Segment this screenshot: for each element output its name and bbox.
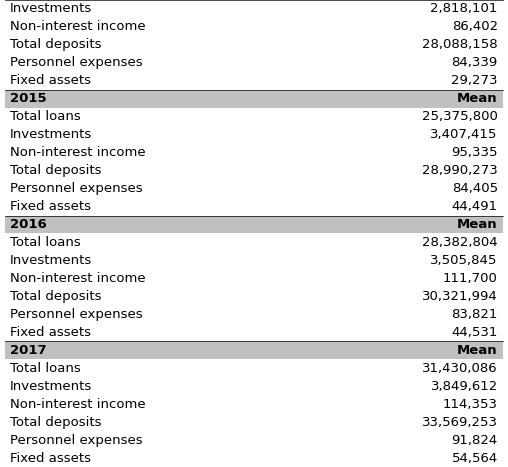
Text: 31,430,086: 31,430,086 [422,362,498,375]
FancyBboxPatch shape [5,18,503,36]
Text: 84,405: 84,405 [452,182,498,195]
Text: 83,821: 83,821 [452,308,498,321]
Text: Non-interest income: Non-interest income [10,272,146,285]
Text: Personnel expenses: Personnel expenses [10,57,143,70]
Text: Personnel expenses: Personnel expenses [10,433,143,446]
FancyBboxPatch shape [5,413,503,431]
FancyBboxPatch shape [5,36,503,54]
FancyBboxPatch shape [5,251,503,269]
Text: Non-interest income: Non-interest income [10,146,146,159]
Text: Fixed assets: Fixed assets [10,200,91,213]
FancyBboxPatch shape [5,341,503,359]
FancyBboxPatch shape [5,359,503,377]
Text: Non-interest income: Non-interest income [10,397,146,410]
FancyBboxPatch shape [5,216,503,234]
Text: 28,990,273: 28,990,273 [422,164,498,177]
Text: 29,273: 29,273 [451,74,498,87]
Text: 30,321,994: 30,321,994 [422,290,498,303]
Text: 28,088,158: 28,088,158 [422,38,498,51]
FancyBboxPatch shape [5,54,503,72]
FancyBboxPatch shape [5,0,503,18]
FancyBboxPatch shape [5,198,503,216]
Text: Fixed assets: Fixed assets [10,326,91,339]
Text: Investments: Investments [10,380,92,393]
FancyBboxPatch shape [5,377,503,395]
FancyBboxPatch shape [5,287,503,305]
Text: 54,564: 54,564 [452,452,498,465]
Text: Total deposits: Total deposits [10,38,102,51]
FancyBboxPatch shape [5,144,503,162]
Text: 44,491: 44,491 [452,200,498,213]
Text: Fixed assets: Fixed assets [10,452,91,465]
Text: Total loans: Total loans [10,236,81,249]
FancyBboxPatch shape [5,323,503,341]
FancyBboxPatch shape [5,395,503,413]
Text: 2015: 2015 [10,92,47,105]
Text: Personnel expenses: Personnel expenses [10,182,143,195]
Text: Investments: Investments [10,128,92,141]
Text: Personnel expenses: Personnel expenses [10,308,143,321]
Text: Total loans: Total loans [10,110,81,123]
Text: 2016: 2016 [10,218,47,231]
FancyBboxPatch shape [5,431,503,449]
Text: Investments: Investments [10,2,92,15]
FancyBboxPatch shape [5,449,503,467]
Text: 91,824: 91,824 [452,433,498,446]
Text: 111,700: 111,700 [443,272,498,285]
Text: Investments: Investments [10,254,92,267]
FancyBboxPatch shape [5,180,503,198]
FancyBboxPatch shape [5,269,503,287]
FancyBboxPatch shape [5,126,503,144]
Text: Total loans: Total loans [10,362,81,375]
FancyBboxPatch shape [5,234,503,251]
Text: 3,849,612: 3,849,612 [431,380,498,393]
Text: Total deposits: Total deposits [10,164,102,177]
Text: 2017: 2017 [10,344,47,357]
Text: 3,407,415: 3,407,415 [430,128,498,141]
Text: 95,335: 95,335 [451,146,498,159]
Text: Total deposits: Total deposits [10,416,102,429]
Text: Non-interest income: Non-interest income [10,21,146,34]
Text: Fixed assets: Fixed assets [10,74,91,87]
Text: 84,339: 84,339 [452,57,498,70]
Text: 86,402: 86,402 [452,21,498,34]
Text: 3,505,845: 3,505,845 [430,254,498,267]
FancyBboxPatch shape [5,305,503,323]
Text: Total deposits: Total deposits [10,290,102,303]
Text: 2,818,101: 2,818,101 [430,2,498,15]
FancyBboxPatch shape [5,72,503,90]
Text: Mean: Mean [457,344,498,357]
Text: Mean: Mean [457,218,498,231]
FancyBboxPatch shape [5,162,503,180]
Text: 44,531: 44,531 [452,326,498,339]
Text: 114,353: 114,353 [443,397,498,410]
Text: 33,569,253: 33,569,253 [422,416,498,429]
Text: 28,382,804: 28,382,804 [422,236,498,249]
Text: 25,375,800: 25,375,800 [422,110,498,123]
FancyBboxPatch shape [5,108,503,126]
FancyBboxPatch shape [5,90,503,108]
Text: Mean: Mean [457,92,498,105]
